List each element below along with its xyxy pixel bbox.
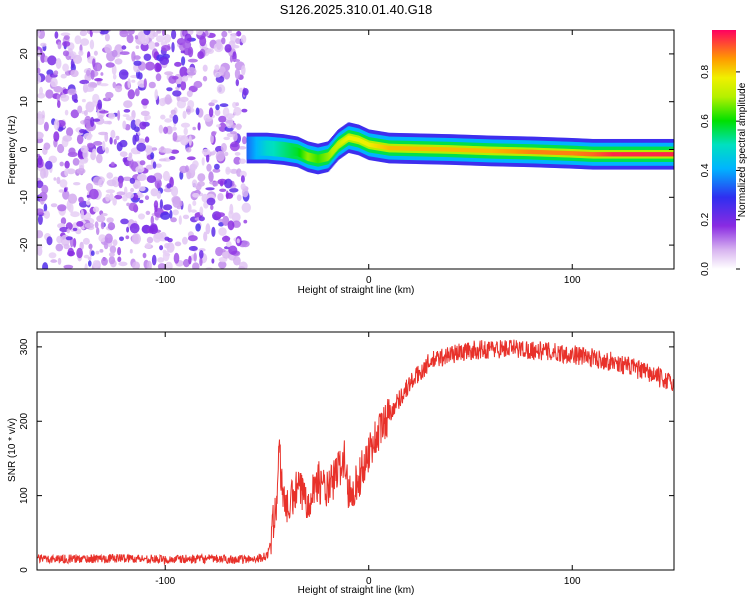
- snr-border: [36, 331, 675, 571]
- x-tick-label: -100: [155, 576, 175, 587]
- colorbar-tick-label: 0.0: [700, 262, 711, 276]
- colorbar-tick-label: 0.2: [700, 212, 711, 226]
- ridge-band: [246, 122, 674, 175]
- x-tick-label: -100: [155, 275, 175, 286]
- y-tick-label: 20: [19, 48, 30, 60]
- x-tick-label: 100: [564, 576, 581, 587]
- x-tick-label: 100: [564, 275, 581, 286]
- chart-title: S126.2025.310.01.40.G18: [280, 2, 433, 17]
- y-tick-label: -20: [19, 237, 30, 252]
- colorbar-gradient: [712, 30, 736, 269]
- colorbar-tick-label: 0.4: [700, 163, 711, 177]
- snr-x-axis-label: Height of straight line (km): [298, 585, 415, 596]
- colorbar-tick-label: 0.6: [700, 114, 711, 128]
- colorbar: 0.0 0.2 0.4 0.6 0.8 Normalized spectral ampl…: [700, 30, 748, 276]
- spectrogram-y-axis-label: Frequency (Hz): [7, 116, 18, 185]
- colorbar-tick-label: 0.8: [700, 64, 711, 78]
- y-tick-label: -10: [19, 190, 30, 205]
- x-tick-label: 0: [366, 576, 372, 587]
- snr-y-axis-label: SNR (10 * v/v): [7, 418, 18, 482]
- noise-region: [37, 30, 251, 269]
- y-tick-label: 0: [19, 567, 30, 573]
- snr-panel: -100 0 100 0 100 200 300 Height of straight l…: [7, 331, 675, 596]
- y-tick-label: 0: [19, 146, 30, 152]
- x-tick-label: 0: [366, 275, 372, 286]
- y-tick-label: 200: [19, 412, 30, 429]
- y-tick-label: 100: [19, 487, 30, 504]
- snr-series-line: [37, 339, 674, 566]
- y-tick-label: 10: [19, 96, 30, 108]
- snr-frame: [37, 332, 674, 570]
- spectrogram-x-axis-label: Height of straight line (km): [298, 285, 415, 296]
- colorbar-label: Normalized spectral amplitude: [737, 82, 748, 217]
- y-tick-label: 300: [19, 338, 30, 355]
